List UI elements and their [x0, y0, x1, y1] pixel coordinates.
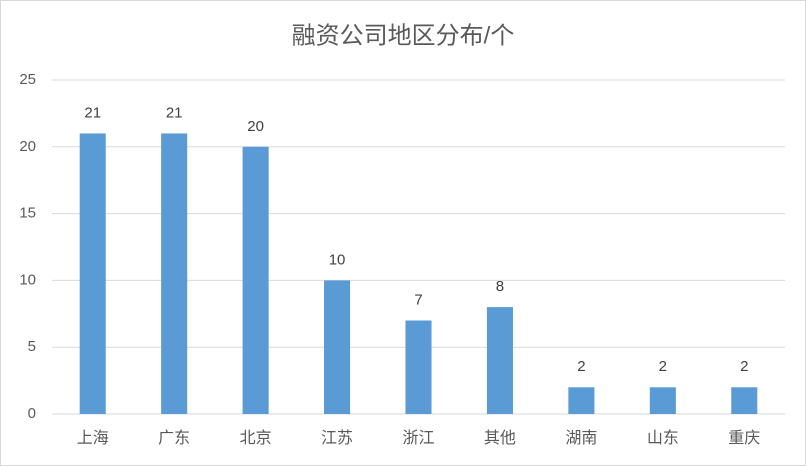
x-tick-label: 广东 [158, 429, 190, 447]
bar [79, 133, 106, 414]
x-tick-label: 山东 [647, 429, 679, 447]
x-tick-label: 上海 [77, 429, 109, 447]
data-label: 2 [740, 358, 748, 375]
bar [731, 387, 758, 414]
data-label: 8 [496, 278, 504, 295]
x-tick-label: 重庆 [728, 429, 760, 447]
bar [161, 133, 188, 414]
data-label: 2 [577, 358, 585, 375]
data-label: 2 [659, 358, 667, 375]
x-tick-label: 北京 [240, 429, 272, 447]
chart-title: 融资公司地区分布/个 [292, 22, 515, 49]
x-tick-label: 湖南 [565, 429, 597, 447]
data-label: 7 [414, 291, 422, 308]
x-tick-label: 江苏 [321, 429, 353, 447]
y-tick-label: 15 [19, 205, 36, 222]
y-tick-label: 10 [19, 271, 36, 288]
y-tick-label: 25 [19, 71, 36, 88]
data-label: 21 [84, 104, 101, 121]
x-tick-label: 其他 [484, 429, 516, 447]
bar [324, 280, 351, 414]
y-tick-label: 20 [19, 138, 36, 155]
bar [568, 387, 595, 414]
bar [242, 146, 269, 415]
y-tick-label: 5 [28, 338, 36, 355]
bar [486, 307, 513, 414]
y-tick-label: 0 [28, 405, 36, 422]
bar [649, 387, 676, 414]
bar [405, 320, 432, 414]
data-label: 10 [329, 251, 346, 268]
x-tick-label: 浙江 [402, 429, 434, 447]
data-label: 20 [247, 118, 264, 135]
data-label: 21 [166, 104, 183, 121]
